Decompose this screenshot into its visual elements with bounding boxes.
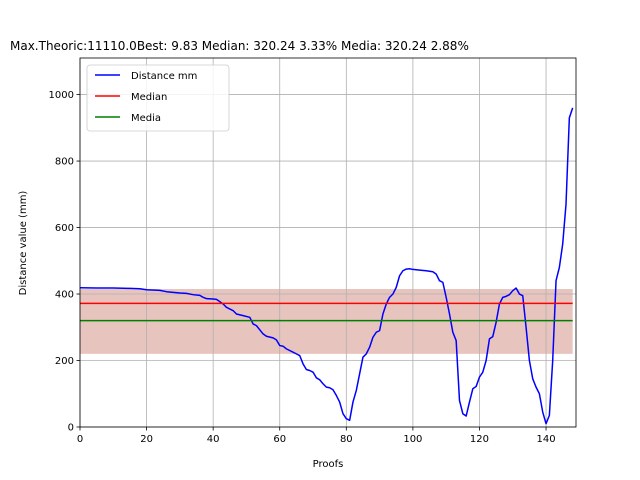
series-line-distance-mm: [79, 107, 574, 425]
legend-label: Median: [131, 92, 167, 103]
x-tick-label: 0: [77, 434, 83, 445]
x-tick-label: 40: [207, 434, 220, 445]
chart-title: Max.Theoric:11110.0Best: 9.83 Median: 32…: [10, 39, 469, 53]
legend: Distance mm Median Media: [86, 64, 230, 132]
y-tick-label: 600: [55, 223, 74, 234]
y-tick-label: 800: [55, 157, 74, 168]
legend-box: [86, 64, 230, 132]
x-axis-label: Proofs: [313, 459, 344, 470]
x-tick-label: 60: [273, 434, 286, 445]
x-tick-label: 140: [536, 434, 555, 445]
y-tick-label: 200: [55, 356, 74, 367]
legend-label: Distance mm: [131, 71, 197, 82]
x-tick-label: 100: [403, 434, 422, 445]
shaded-band: [80, 289, 573, 354]
y-tick-label: 400: [55, 290, 74, 301]
x-tick-label: 80: [340, 434, 353, 445]
x-tick-label: 120: [470, 434, 489, 445]
x-tick-label: 20: [140, 434, 153, 445]
y-tick-label: 1000: [49, 90, 74, 101]
axes-frame: [79, 57, 577, 428]
y-axis-label: Distance value (mm): [18, 191, 29, 296]
legend-label: Media: [131, 113, 161, 124]
y-tick-label: 0: [68, 423, 74, 434]
